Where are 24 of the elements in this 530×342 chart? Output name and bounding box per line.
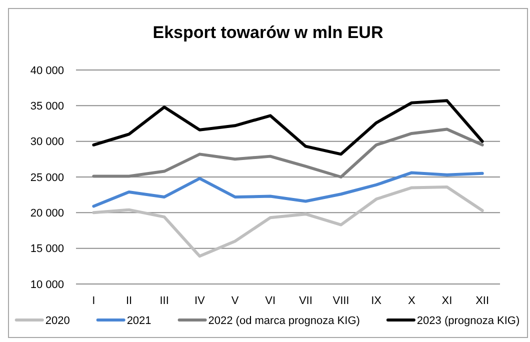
- x-tick-label: II: [126, 295, 132, 307]
- y-tick-label: 20 000: [30, 208, 64, 220]
- x-tick-label: V: [231, 295, 240, 307]
- x-tick-label: IX: [371, 295, 382, 307]
- legend-label: 2022 (od marca prognoza KIG): [208, 315, 360, 327]
- y-tick-label: 25 000: [30, 172, 64, 184]
- x-tick-label: III: [160, 295, 169, 307]
- chart-title: Eksport towarów w mln EUR: [152, 23, 384, 42]
- x-tick-label: IV: [194, 295, 206, 307]
- x-tick-label: VII: [298, 295, 312, 307]
- x-tick-label: XII: [476, 295, 490, 307]
- y-tick-label: 35 000: [30, 100, 64, 113]
- y-tick-label: 10 000: [30, 278, 64, 291]
- x-tick-label: VIII: [332, 295, 350, 307]
- x-tick-label: X: [408, 295, 416, 307]
- legend-label: 2021: [126, 315, 152, 327]
- legend-label: 2023 (prognoza KIG): [416, 315, 520, 327]
- y-tick-label: 15 000: [30, 243, 64, 256]
- x-tick-label: XI: [442, 295, 452, 307]
- x-tick-label: I: [92, 295, 96, 307]
- y-tick-label: 40 000: [30, 64, 64, 77]
- y-tick-label: 30 000: [30, 136, 64, 148]
- legend-label: 2020: [45, 315, 70, 327]
- x-tick-label: VI: [265, 295, 276, 307]
